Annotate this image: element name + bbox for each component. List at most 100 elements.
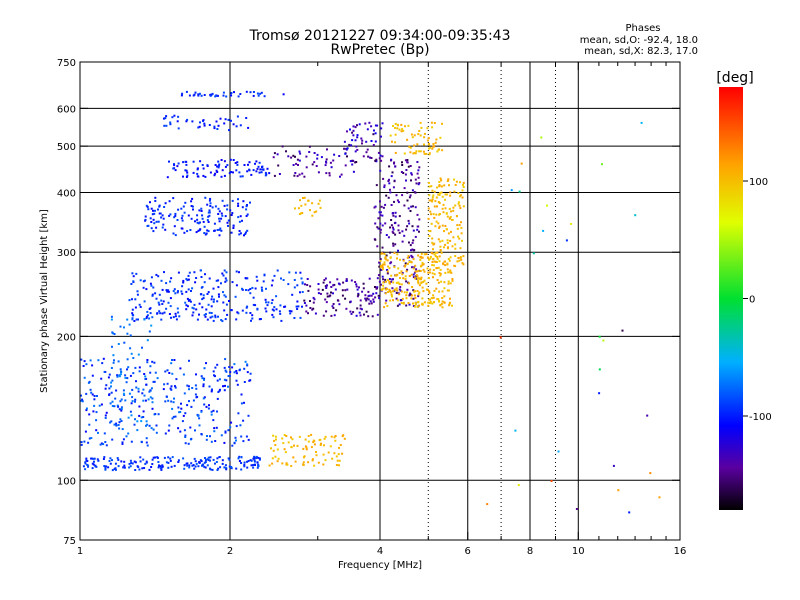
data-point <box>409 210 412 212</box>
data-point <box>283 434 286 436</box>
data-point <box>172 401 175 404</box>
data-point <box>410 261 413 264</box>
data-point <box>104 387 107 390</box>
data-point <box>157 220 160 223</box>
data-point <box>403 234 406 237</box>
data-point <box>226 204 229 207</box>
data-point <box>207 215 210 218</box>
data-point <box>226 208 229 211</box>
data-point <box>434 255 437 258</box>
data-point <box>414 270 417 273</box>
data-point <box>393 180 396 183</box>
data-point <box>419 150 422 153</box>
data-point <box>85 407 88 410</box>
data-point <box>441 297 444 299</box>
data-point <box>417 176 420 179</box>
data-point <box>146 205 149 208</box>
data-point <box>190 290 192 292</box>
data-point <box>431 237 434 240</box>
data-point <box>367 295 370 298</box>
data-point <box>455 215 458 217</box>
data-point <box>209 197 212 200</box>
data-point <box>321 288 324 291</box>
data-point <box>186 297 189 300</box>
data-point <box>376 245 379 248</box>
data-point <box>115 422 118 425</box>
data-point <box>428 291 431 294</box>
data-point <box>389 289 392 292</box>
data-point <box>107 466 110 469</box>
data-point <box>111 400 114 403</box>
data-point <box>149 365 152 368</box>
data-point <box>122 438 125 441</box>
data-point <box>457 235 460 238</box>
data-point <box>224 280 227 283</box>
data-point <box>443 301 446 304</box>
data-point <box>97 359 100 362</box>
data-point <box>433 289 436 292</box>
data-point <box>384 255 387 258</box>
data-point <box>341 294 344 297</box>
data-point <box>188 94 191 97</box>
data-point <box>84 468 87 471</box>
data-point <box>382 284 385 287</box>
data-point <box>379 222 382 225</box>
data-point <box>438 184 441 186</box>
data-point <box>332 284 335 287</box>
data-point <box>148 308 151 310</box>
data-point <box>170 316 172 319</box>
data-point <box>159 465 162 468</box>
data-point <box>206 219 209 222</box>
data-point <box>140 420 143 423</box>
data-point <box>451 278 454 280</box>
data-point <box>417 300 420 303</box>
data-point <box>311 214 314 217</box>
data-point <box>211 206 214 209</box>
data-point <box>461 262 464 265</box>
data-point <box>110 385 112 388</box>
data-point <box>187 385 190 388</box>
data-point <box>319 206 322 209</box>
data-point <box>228 375 231 377</box>
data-point <box>458 224 461 227</box>
data-point <box>428 153 431 156</box>
data-point <box>312 307 315 310</box>
data-point <box>296 158 299 161</box>
data-point <box>400 130 403 133</box>
data-point <box>368 121 371 124</box>
data-point <box>223 309 226 312</box>
data-point <box>134 366 137 369</box>
data-point <box>311 458 314 461</box>
data-point <box>302 461 305 464</box>
data-point <box>356 288 359 291</box>
data-point <box>120 370 123 373</box>
data-point <box>449 282 452 285</box>
data-point <box>200 210 203 212</box>
data-point <box>436 279 439 281</box>
data-point <box>157 208 159 211</box>
data-point <box>213 298 215 301</box>
data-point <box>98 404 101 407</box>
data-point <box>341 289 344 292</box>
data-point <box>185 120 188 123</box>
data-point <box>398 272 401 274</box>
data-point <box>444 243 447 246</box>
data-point <box>395 287 398 290</box>
data-point <box>408 145 411 148</box>
data-point <box>446 239 449 242</box>
data-point <box>205 308 208 311</box>
data-point <box>365 310 368 313</box>
data-point <box>252 457 255 460</box>
data-point <box>144 218 147 221</box>
data-point <box>646 414 649 417</box>
data-point <box>388 280 391 283</box>
data-point <box>443 260 446 263</box>
data-point <box>439 303 442 306</box>
data-point <box>157 301 160 304</box>
data-point <box>203 281 206 284</box>
data-point <box>375 184 378 187</box>
data-point <box>91 393 94 396</box>
data-point <box>154 196 157 199</box>
data-point <box>243 234 245 237</box>
data-point <box>393 252 396 254</box>
